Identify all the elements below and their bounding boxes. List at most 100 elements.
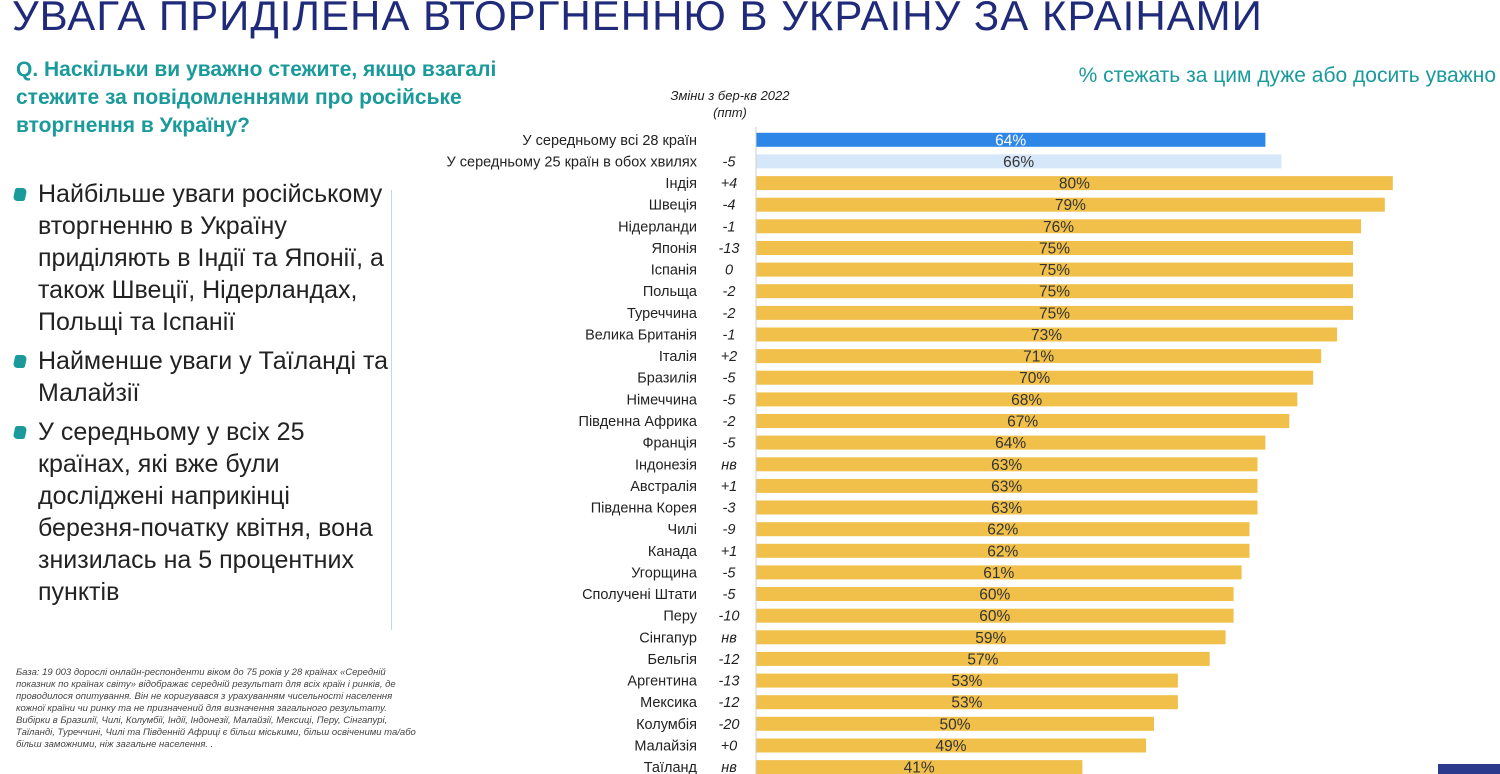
category-label: У середньому 25 країн в обох хвилях [447,154,698,170]
bar [756,154,1282,169]
page-title: УВАГА ПРИДІЛЕНА ВТОРГНЕННЮ В УКРАЇНУ ЗА … [12,0,1263,39]
value-label: 76% [1043,219,1074,236]
change-label: -5 [723,154,737,170]
change-label: +1 [721,479,738,495]
category-label: Аргентина [627,674,698,690]
value-label: 79% [1055,197,1086,214]
bar [756,262,1353,277]
change-label: нв [721,630,737,646]
value-label: 75% [1039,284,1070,301]
category-label: Туреччина [627,306,698,322]
bar [756,500,1258,515]
change-label: -4 [723,198,736,214]
category-label: Бельгія [648,652,697,668]
bar [756,327,1338,342]
change-label: -5 [723,587,737,603]
change-label: +4 [721,176,738,192]
vertical-divider [391,190,392,630]
category-label: Сполучені Штати [582,587,697,603]
change-label: нв [721,457,737,473]
bar [756,630,1226,645]
bar [756,587,1234,601]
value-label: 75% [1039,241,1070,258]
category-label: Сінгапур [639,630,697,646]
change-label: +0 [721,739,738,755]
value-label: 63% [991,500,1022,517]
bar [756,478,1258,493]
category-label: Індія [665,176,697,192]
value-label: 63% [991,478,1022,495]
category-label: Польща [643,284,698,300]
change-label: -2 [723,414,736,430]
category-label: Німеччина [626,392,697,408]
value-label: 61% [983,565,1014,582]
change-label: -1 [723,219,736,235]
change-label: -5 [723,371,737,387]
category-label: Чилі [668,522,697,538]
category-label: У середньому всі 28 країн [522,133,697,149]
change-label: -1 [723,328,736,344]
bar [756,738,1146,753]
bar [756,457,1258,472]
bar [756,197,1385,212]
change-label: -13 [719,241,740,257]
change-label: -12 [719,652,740,668]
bar [756,435,1266,450]
category-label: Південна Корея [591,501,697,517]
change-label: -12 [719,695,740,711]
value-label: 75% [1039,305,1070,322]
value-label: 75% [1039,262,1070,279]
category-label: Австралія [630,479,697,495]
value-label: 70% [1019,370,1050,387]
bar [756,414,1290,428]
change-column-header: Зміни з бер-кв 2022 (ппт) [670,88,790,120]
value-label: 68% [1011,392,1042,409]
bar [756,370,1314,385]
bar [756,241,1353,255]
finding-text: У середньому у всіх 25 країнах, які вже … [38,418,373,606]
change-label: -2 [723,306,736,322]
category-label: Індонезія [635,457,697,473]
category-label: Нідерланди [618,219,697,235]
value-label: 59% [975,630,1006,647]
change-label: -9 [723,522,736,538]
category-label: Колумбія [636,717,697,733]
category-label: Угорщина [631,565,698,581]
category-label: Велика Британія [585,328,697,344]
finding-item: Найбільше уваги російському вторгненню в… [12,178,394,338]
value-label: 64% [995,132,1026,149]
value-label: 66% [1003,154,1034,171]
category-label: Іспанія [651,263,697,279]
value-label: 67% [1007,414,1038,431]
category-label: Таїланд [644,760,698,774]
bar [756,651,1210,666]
category-label: Японія [652,241,697,257]
bar [756,132,1266,147]
change-label: -10 [719,609,740,625]
category-label: Перу [663,609,697,625]
footnote-samples: Вибірки в Бразилії, Чилі, Колумбії, Інді… [16,715,416,750]
value-label: 53% [951,695,982,712]
bar [756,176,1393,191]
value-label: 50% [939,716,970,733]
bar [756,608,1234,623]
category-label: Канада [648,544,698,560]
footnote: База: 19 003 дорослі онлайн-респонденти … [16,667,416,751]
change-label: -5 [723,565,737,581]
bar [756,219,1361,234]
value-label: 60% [979,608,1010,625]
change-label: 0 [725,263,733,279]
bar [756,284,1353,299]
bar [756,716,1154,731]
finding-text: Найбільше уваги російському вторгненню в… [38,180,384,336]
brand-logo-corner [1438,764,1500,774]
footnote-base: База: 19 003 дорослі онлайн-респонденти … [16,667,396,714]
change-label: -13 [719,674,740,690]
value-label: 71% [1023,349,1054,366]
bar [756,522,1250,537]
value-label: 53% [951,673,982,690]
survey-question: Q. Наскільки ви уважно стежите, якщо вза… [16,58,497,137]
bar [756,760,1083,774]
category-label: Південна Африка [579,414,698,430]
